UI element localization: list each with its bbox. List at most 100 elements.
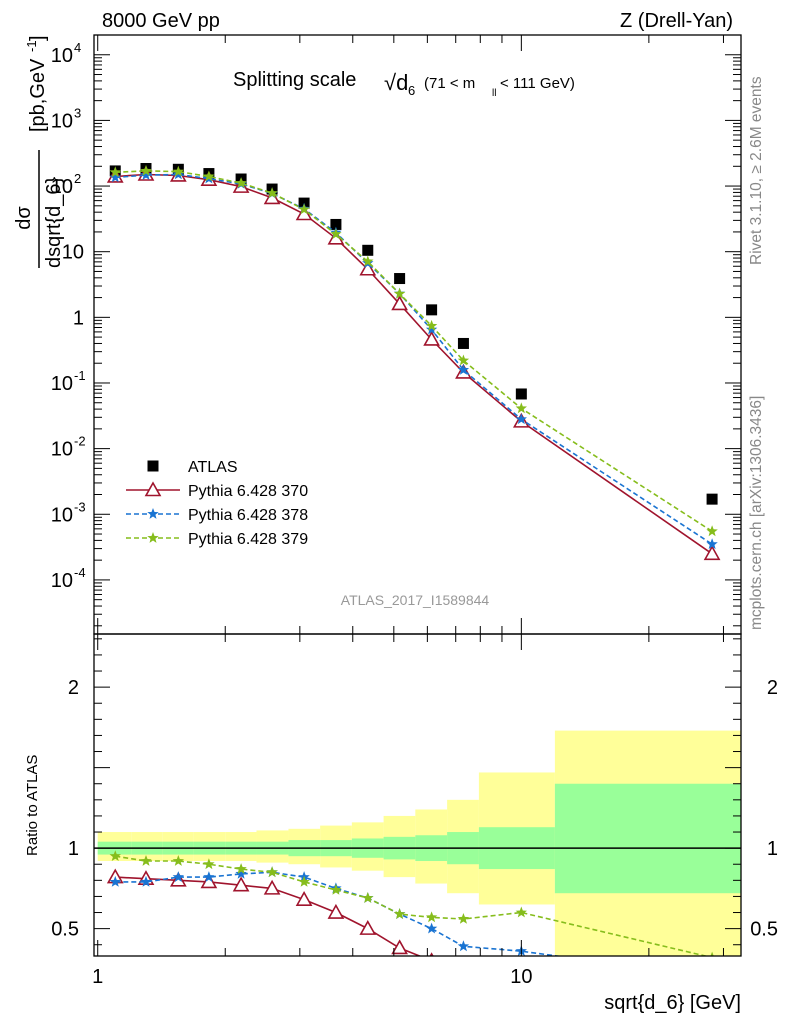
main-point — [394, 273, 406, 285]
ratio-point — [172, 855, 185, 866]
main-point — [109, 171, 121, 183]
svg-text:Splitting scale: Splitting scale — [233, 69, 356, 91]
legend-label: Pythia 6.428 370 — [188, 483, 308, 500]
ratio-point — [140, 875, 152, 887]
legend-label: Pythia 6.428 378 — [188, 507, 308, 524]
ratio-point — [266, 866, 278, 878]
main-point — [298, 203, 310, 215]
main-point — [457, 354, 470, 366]
svg-text:< 111 GeV): < 111 GeV) — [500, 75, 575, 92]
main-point — [391, 295, 408, 311]
svg-text:dσ: dσ — [13, 206, 35, 230]
ratio-y-tick-label-right: 1 — [767, 838, 778, 860]
main-y-tick-label: 10 -4 — [51, 565, 86, 592]
ratio-point — [232, 876, 250, 892]
ratio-y-tick-label-right: 2 — [767, 677, 778, 699]
ratio-point — [362, 892, 374, 903]
ratio-point — [330, 884, 342, 895]
y-tick-exp: 4 — [74, 40, 81, 55]
main-point — [423, 330, 440, 346]
main-point — [109, 166, 121, 178]
main-point — [515, 388, 527, 400]
svg-text:√d: √d — [384, 70, 408, 95]
y-tick-base: 10 — [51, 176, 73, 198]
legend-entry: Pythia 6.428 378 — [126, 507, 308, 524]
svg-text:[pb,GeV: [pb,GeV — [27, 58, 49, 132]
ratio-point — [456, 970, 470, 983]
ratio-point — [200, 873, 218, 889]
legend-entry: Pythia 6.428 379 — [126, 531, 308, 548]
main-y-tick-label: 10 -2 — [51, 434, 86, 461]
main-y-tick-label: 1 — [73, 307, 84, 329]
main-point — [703, 545, 721, 561]
legend-marker — [144, 481, 162, 497]
y-tick-base: 10 — [51, 570, 73, 592]
legend-label: Pythia 6.428 379 — [188, 531, 308, 548]
main-point — [263, 189, 281, 205]
legend: ATLAS Pythia 6.428 370 Pythia 6.428 378 Pyt… — [126, 459, 308, 548]
ratio-point — [109, 875, 121, 887]
ratio-y-tick-label-left: 1 — [68, 838, 79, 860]
y-tick-base: 10 — [51, 504, 73, 526]
main-point — [457, 363, 470, 375]
y-tick-exp: 2 — [74, 171, 81, 186]
ratio-point — [359, 919, 377, 935]
y-tick-exp: -4 — [74, 565, 86, 580]
legend-entry: ATLAS — [147, 459, 238, 476]
main-point — [362, 255, 374, 267]
ratio-point — [172, 871, 185, 882]
ratio-point — [391, 939, 408, 955]
y-tick-exp: 3 — [74, 105, 81, 120]
main-point — [515, 402, 527, 414]
main-y-tick-label: 10 -1 — [51, 368, 86, 395]
y-tick-base: 10 — [62, 242, 84, 264]
main-point — [426, 304, 438, 316]
ratio-point — [706, 971, 717, 982]
svg-text:dsqrt{d_6}: dsqrt{d_6} — [43, 176, 65, 268]
main-point — [362, 244, 374, 256]
main-point — [330, 228, 342, 239]
svg-text:]: ] — [27, 35, 49, 41]
main-point — [706, 538, 718, 550]
main-point — [266, 187, 278, 198]
ratio-point — [140, 855, 152, 866]
ratio-point — [263, 879, 281, 895]
ratio-ylabel: Ratio to ATLAS — [24, 755, 41, 856]
ratio-uncertainty-bands — [94, 730, 741, 956]
main-ylabel: dσ dsqrt{d_6} [pb,GeV -1 ] — [13, 35, 65, 268]
main-point — [515, 413, 527, 425]
y-tick-exp: -1 — [74, 368, 86, 383]
legend-marker — [147, 508, 159, 519]
main-point — [203, 170, 215, 182]
ratio-point — [457, 913, 470, 924]
svg-text:ll: ll — [492, 88, 496, 99]
ratio-point — [298, 875, 310, 887]
main-point — [457, 337, 469, 349]
main-point — [330, 218, 342, 230]
ratio-y-tick-label-left: 0.5 — [51, 919, 79, 941]
main-series — [106, 163, 721, 561]
ratio-point — [425, 922, 438, 934]
ratio-point — [235, 863, 247, 874]
main-point — [706, 493, 718, 505]
main-point — [172, 165, 185, 177]
main-point — [140, 164, 152, 176]
svg-text:(71 < m: (71 < m — [424, 75, 475, 92]
ratio-point — [457, 940, 470, 952]
x-tick-label: 1 — [92, 966, 103, 988]
legend-marker — [147, 460, 159, 472]
main-point — [425, 323, 438, 335]
main-y-tick-label: 10 -3 — [51, 499, 86, 526]
y-tick-base: 10 — [51, 45, 73, 67]
svg-text:6: 6 — [408, 83, 415, 98]
y-tick-exp: -2 — [74, 434, 86, 449]
band-inner-bin — [554, 783, 741, 894]
ratio-point — [203, 858, 215, 870]
svg-text:-1: -1 — [24, 40, 39, 52]
ratio-point — [425, 911, 438, 923]
mcplots-label: mcplots.cern.ch [arXiv:1306.3436] — [748, 396, 765, 630]
ratio-point — [393, 908, 406, 919]
ratio-series-line — [115, 876, 422, 956]
